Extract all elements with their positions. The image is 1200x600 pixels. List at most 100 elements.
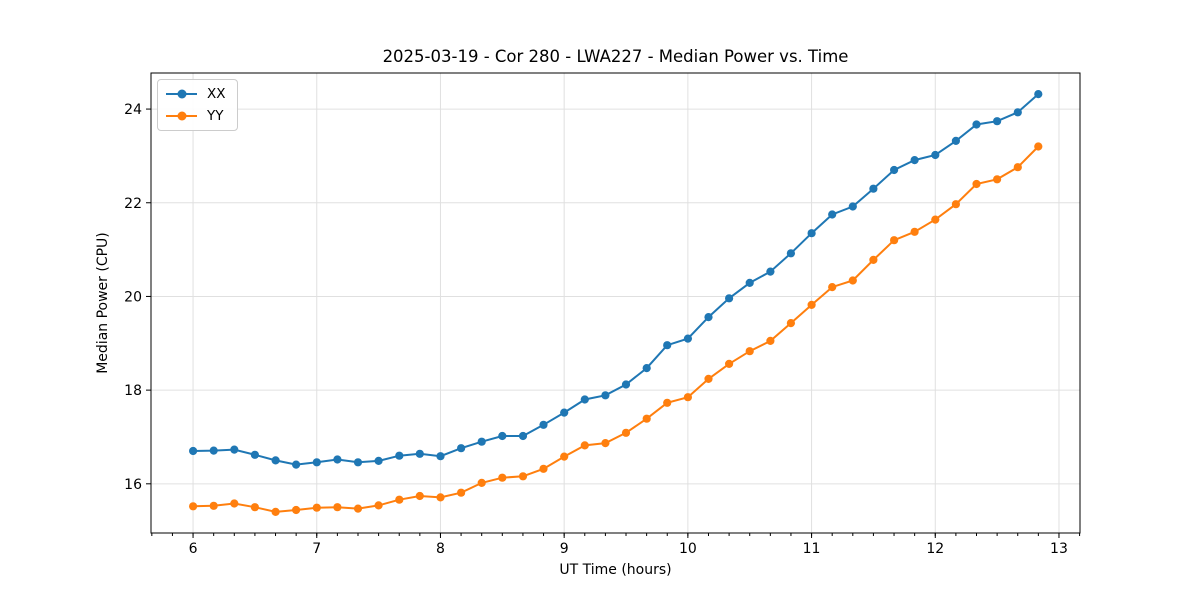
chart-title: 2025-03-19 - Cor 280 - LWA227 - Median P… bbox=[382, 47, 849, 66]
data-point bbox=[828, 210, 837, 219]
data-point bbox=[890, 165, 899, 175]
data-point bbox=[477, 437, 486, 446]
data-point bbox=[374, 501, 383, 510]
data-point bbox=[271, 456, 280, 465]
data-point bbox=[250, 503, 259, 512]
data-point bbox=[704, 374, 713, 383]
data-point bbox=[457, 488, 466, 497]
x-axis-label: UT Time (hours) bbox=[559, 562, 672, 578]
x-tick-label: 10 bbox=[679, 541, 697, 557]
data-point bbox=[725, 359, 734, 368]
data-point bbox=[209, 446, 218, 455]
data-point bbox=[395, 451, 404, 460]
data-point bbox=[828, 283, 837, 292]
data-point bbox=[869, 184, 878, 193]
data-point bbox=[333, 503, 342, 512]
data-point bbox=[457, 444, 466, 453]
data-point bbox=[312, 503, 321, 512]
data-point bbox=[951, 200, 961, 209]
data-point bbox=[621, 380, 631, 389]
xx-series-marker-icon bbox=[166, 89, 197, 99]
data-point bbox=[333, 455, 342, 464]
data-point bbox=[230, 499, 239, 508]
data-point bbox=[477, 478, 486, 487]
data-point bbox=[931, 150, 940, 160]
data-point bbox=[663, 341, 672, 350]
data-point bbox=[725, 294, 734, 303]
data-point bbox=[580, 395, 589, 404]
y-tick-label: 24 bbox=[124, 102, 142, 118]
data-point bbox=[993, 175, 1002, 184]
data-point bbox=[353, 458, 363, 467]
data-point bbox=[415, 491, 424, 501]
data-point bbox=[436, 493, 445, 502]
data-point bbox=[1034, 90, 1043, 99]
data-point bbox=[642, 364, 651, 373]
data-point bbox=[209, 501, 218, 510]
data-point bbox=[230, 445, 239, 454]
data-point bbox=[312, 458, 321, 467]
y-tick-label: 16 bbox=[124, 477, 142, 493]
data-point bbox=[1013, 163, 1022, 172]
data-point bbox=[292, 505, 301, 515]
data-point bbox=[560, 452, 569, 461]
legend-item-yy: YY bbox=[166, 107, 226, 125]
data-point bbox=[395, 495, 404, 504]
data-point bbox=[601, 391, 610, 400]
data-point bbox=[993, 117, 1002, 126]
data-point bbox=[1013, 108, 1022, 117]
legend-label-xx: XX bbox=[207, 86, 226, 102]
x-tick-label: 11 bbox=[803, 541, 821, 557]
legend-item-xx: XX bbox=[166, 85, 226, 103]
x-tick-label: 8 bbox=[436, 541, 445, 557]
data-point bbox=[683, 393, 693, 402]
series-yy bbox=[189, 142, 1043, 516]
data-point bbox=[972, 120, 981, 129]
data-point bbox=[766, 267, 775, 276]
data-point bbox=[498, 473, 507, 482]
y-tick-label: 22 bbox=[124, 196, 142, 212]
data-point bbox=[601, 439, 610, 448]
x-tick-label: 6 bbox=[189, 541, 198, 557]
y-tick-label: 20 bbox=[124, 289, 142, 305]
x-tick-label: 7 bbox=[312, 541, 321, 557]
data-point bbox=[807, 229, 816, 238]
data-point bbox=[807, 300, 816, 309]
data-point bbox=[189, 446, 198, 456]
data-point bbox=[786, 249, 796, 258]
data-point bbox=[436, 452, 445, 461]
legend: XX YY bbox=[157, 79, 238, 131]
x-axis-ticks: 6 7 8 9 10 11 12 13 bbox=[151, 533, 1081, 557]
data-point bbox=[848, 276, 857, 285]
x-tick-label: 13 bbox=[1050, 541, 1068, 557]
data-point bbox=[580, 441, 589, 450]
data-point bbox=[642, 414, 651, 423]
legend-label-yy: YY bbox=[207, 108, 224, 124]
data-point bbox=[869, 255, 878, 264]
data-point bbox=[498, 431, 507, 441]
plot-border bbox=[150, 72, 1081, 534]
data-point bbox=[910, 227, 919, 236]
data-point bbox=[848, 202, 857, 211]
y-axis-ticks: 16 18 20 22 24 bbox=[124, 102, 151, 493]
y-tick-label: 18 bbox=[124, 383, 142, 399]
data-point bbox=[621, 428, 631, 437]
data-point bbox=[539, 420, 548, 429]
data-point bbox=[786, 319, 796, 328]
data-point bbox=[415, 449, 424, 458]
data-point bbox=[663, 398, 672, 407]
data-point bbox=[704, 313, 713, 322]
x-tick-label: 9 bbox=[560, 541, 569, 557]
yy-series-marker-icon bbox=[166, 111, 197, 121]
data-point bbox=[745, 278, 754, 287]
data-point bbox=[951, 136, 961, 145]
series-xx bbox=[189, 90, 1043, 469]
data-point bbox=[972, 179, 981, 189]
data-point bbox=[766, 336, 775, 345]
data-point bbox=[189, 502, 198, 511]
data-point bbox=[560, 408, 569, 417]
x-tick-label: 12 bbox=[926, 541, 944, 557]
data-point bbox=[890, 236, 899, 245]
